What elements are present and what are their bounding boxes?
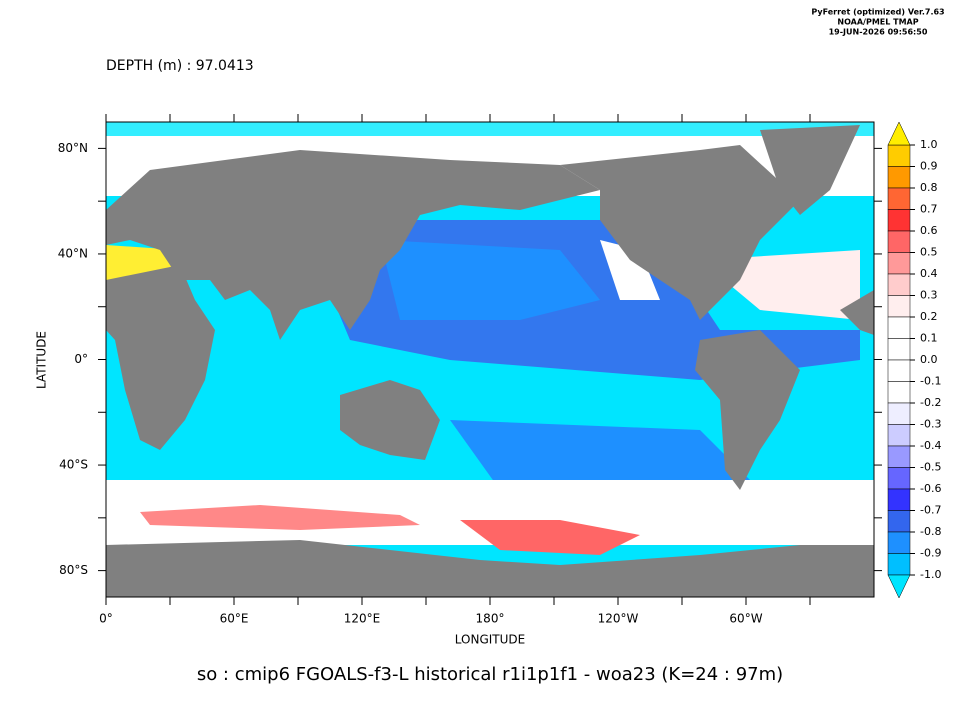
x-tick-label: 120°W bbox=[598, 612, 639, 626]
colorbar-swatch bbox=[887, 295, 911, 318]
colorbar-label: 0.0 bbox=[920, 353, 938, 366]
colorbar-label: 0.2 bbox=[920, 310, 938, 323]
colorbar-swatch bbox=[887, 338, 911, 361]
colorbar-swatch bbox=[887, 187, 911, 210]
colorbar-swatch bbox=[887, 553, 911, 576]
colorbar-label: 0.9 bbox=[920, 160, 938, 173]
colorbar-swatch bbox=[887, 467, 911, 490]
colorbar-swatch bbox=[887, 402, 911, 425]
colorbar-label: -0.9 bbox=[920, 547, 941, 560]
colorbar-label: 0.5 bbox=[920, 246, 938, 259]
colorbar-label: -0.4 bbox=[920, 439, 941, 452]
header-line: 19-JUN-2026 09:56:50 bbox=[829, 28, 928, 37]
y-tick-label: 80°N bbox=[58, 141, 88, 155]
chart-title: so : cmip6 FGOALS-f3-L historical r1i1p1… bbox=[197, 664, 783, 685]
colorbar-label: -0.6 bbox=[920, 482, 941, 495]
colorbar-swatch bbox=[887, 252, 911, 275]
x-tick-label: 120°E bbox=[344, 612, 381, 626]
x-tick-label: 180° bbox=[476, 612, 505, 626]
y-tick-label: 80°S bbox=[59, 563, 88, 577]
colorbar-label: -0.1 bbox=[920, 375, 941, 388]
colorbar-swatch bbox=[887, 488, 911, 511]
colorbar-label: 0.7 bbox=[920, 203, 938, 216]
y-axis-label: LATITUDE bbox=[35, 331, 49, 389]
colorbar-swatch bbox=[887, 230, 911, 253]
colorbar-swatch bbox=[887, 381, 911, 404]
colorbar-swatch bbox=[887, 510, 911, 533]
colorbar-over bbox=[887, 121, 911, 146]
header-line: NOAA/PMEL TMAP bbox=[837, 18, 918, 27]
colorbar-label: 0.8 bbox=[920, 181, 938, 194]
colorbar-label: -0.5 bbox=[920, 461, 941, 474]
colorbar-label: 0.1 bbox=[920, 332, 938, 345]
colorbar-swatch bbox=[887, 166, 911, 189]
colorbar-label: 0.4 bbox=[920, 267, 938, 280]
x-axis-label: LONGITUDE bbox=[455, 633, 525, 647]
header-line: PyFerret (optimized) Ver.7.63 bbox=[811, 8, 944, 17]
x-tick-label: 60°W bbox=[729, 612, 762, 626]
x-tick-label: 0° bbox=[99, 612, 113, 626]
colorbar-label: -0.8 bbox=[920, 525, 941, 538]
colorbar-under bbox=[887, 574, 911, 599]
colorbar-swatch bbox=[887, 316, 911, 339]
colorbar-label: -1.0 bbox=[920, 568, 941, 581]
land bbox=[106, 125, 874, 597]
y-tick-label: 40°N bbox=[58, 246, 88, 260]
y-tick-label: 0° bbox=[74, 352, 88, 366]
colorbar-label: 1.0 bbox=[920, 138, 938, 151]
colorbar-swatch bbox=[887, 273, 911, 296]
colorbar-swatch bbox=[887, 531, 911, 554]
colorbar-label: 0.3 bbox=[920, 289, 938, 302]
colorbar-label: 0.6 bbox=[920, 224, 938, 237]
colorbar-swatch bbox=[887, 144, 911, 167]
colorbar-swatch bbox=[887, 209, 911, 232]
colorbar-swatch bbox=[887, 359, 911, 382]
colorbar-label: -0.2 bbox=[920, 396, 941, 409]
y-tick-label: 40°S bbox=[59, 458, 88, 472]
subtitle: DEPTH (m) : 97.0413 bbox=[106, 58, 254, 74]
colorbar-swatch bbox=[887, 445, 911, 468]
colorbar-label: -0.3 bbox=[920, 418, 941, 431]
x-tick-label: 60°E bbox=[220, 612, 249, 626]
colorbar-swatch bbox=[887, 424, 911, 447]
colorbar-label: -0.7 bbox=[920, 504, 941, 517]
